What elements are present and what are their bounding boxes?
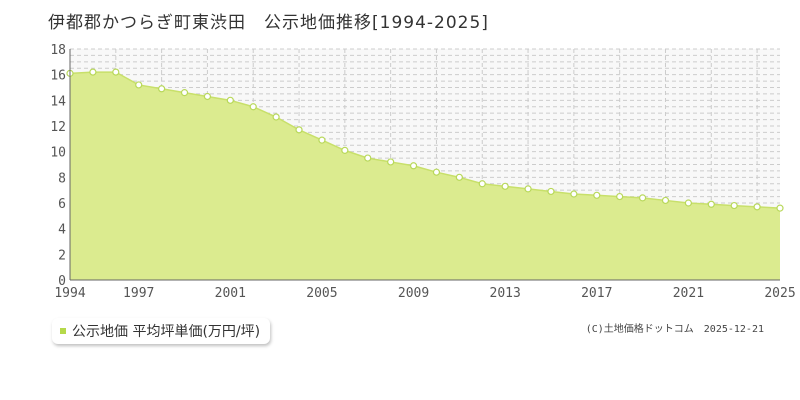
- y-tick-label: 2: [58, 248, 66, 263]
- data-point: [272, 113, 280, 121]
- x-tick-label: 2025: [764, 286, 795, 300]
- y-tick-label: 0: [58, 274, 66, 289]
- y-tick-label: 4: [58, 223, 66, 238]
- data-point: [432, 168, 441, 176]
- data-point: [409, 162, 418, 170]
- y-tick-label: 8: [58, 171, 66, 186]
- data-point: [455, 173, 463, 181]
- legend-label: 公示地価 平均坪単価(万円/坪): [72, 324, 261, 340]
- data-point: [318, 136, 326, 144]
- x-tick-label: 2009: [398, 286, 429, 300]
- data-point: [547, 187, 555, 196]
- data-point: [226, 96, 234, 104]
- x-tick-label: 2017: [581, 286, 612, 300]
- data-point: [730, 201, 738, 210]
- data-point: [707, 200, 715, 208]
- data-point: [478, 180, 486, 188]
- data-point: [753, 203, 761, 211]
- data-point: [249, 103, 257, 111]
- data-point: [638, 194, 647, 202]
- x-tick-label: 2001: [215, 286, 246, 300]
- area-fill: [70, 72, 780, 280]
- data-point: [135, 81, 143, 89]
- legend-swatch: [60, 328, 66, 334]
- y-tick-label: 12: [50, 120, 66, 135]
- y-tick-label: 16: [50, 69, 66, 84]
- chart-title: 伊都郡かつらぎ町東渋田 公示地価推移[1994-2025]: [48, 13, 489, 33]
- data-point: [684, 199, 692, 207]
- data-point: [570, 190, 578, 198]
- data-point: [112, 68, 120, 76]
- data-point: [387, 158, 395, 166]
- data-point: [180, 89, 189, 97]
- x-tick-label: 2013: [490, 286, 521, 300]
- data-point: [501, 182, 509, 190]
- y-tick-label: 14: [50, 94, 66, 109]
- legend: 公示地価 平均坪単価(万円/坪): [52, 318, 271, 344]
- y-tick-label: 6: [58, 197, 66, 212]
- series-line: [69, 71, 781, 209]
- y-tick-label: 10: [50, 146, 66, 161]
- y-tick-label: 18: [50, 43, 66, 58]
- copyright-credit: (C)土地価格ドットコム 2025-12-21: [585, 324, 764, 335]
- x-tick-label: 2005: [306, 286, 337, 300]
- data-point: [203, 92, 212, 101]
- data-point: [295, 126, 303, 134]
- data-point: [524, 185, 532, 193]
- data-point: [661, 196, 670, 205]
- data-point: [364, 154, 372, 162]
- data-point: [616, 192, 624, 201]
- x-tick-label: 1997: [123, 286, 154, 300]
- data-point: [89, 68, 97, 76]
- land-price-chart: 0 2 4 6 8 10 12 14 16 18 1994 1997 2001 2005 2009 2013 2…: [50, 43, 795, 300]
- x-tick-label: 1994: [54, 286, 85, 300]
- data-point: [776, 204, 784, 212]
- data-point: [593, 191, 601, 199]
- data-point: [158, 85, 166, 93]
- data-point: [341, 146, 349, 154]
- x-tick-label: 2021: [673, 286, 704, 300]
